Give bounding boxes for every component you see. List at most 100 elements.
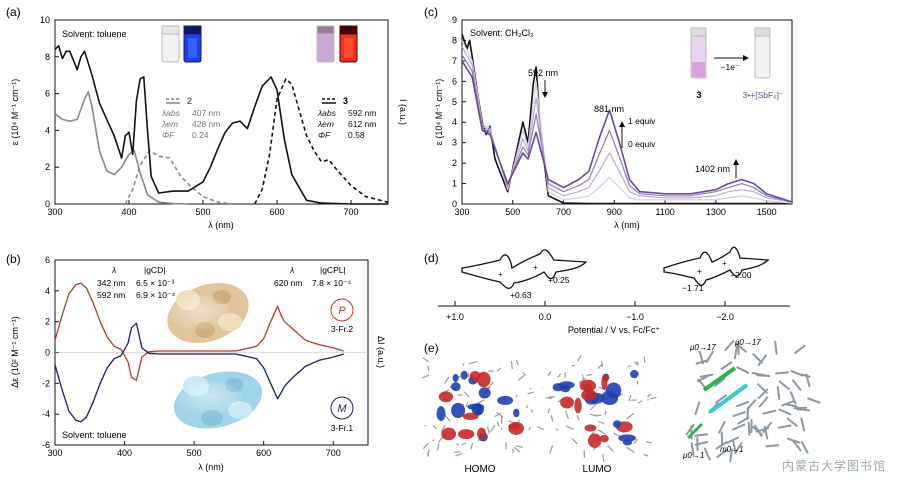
orbital-bond (496, 421, 500, 427)
compound-3-legend: 3 (322, 96, 348, 106)
panel-a-series-gray-solid (54, 91, 189, 205)
orbital-bond (586, 373, 593, 376)
orbital-bond (550, 415, 554, 422)
gcpl-row1-lambda: 620 nm (274, 278, 302, 288)
panel-d-label: (d) (424, 251, 439, 265)
orbital-lobe (467, 403, 485, 410)
compound-prop-value: 407 nm (192, 108, 220, 118)
tdm-bond (762, 409, 777, 415)
tdm-bond (775, 371, 790, 375)
panel-a-solvent: Solvent: toluene (62, 29, 127, 39)
orbital-bond (515, 394, 518, 398)
orbital-bond (633, 438, 639, 444)
orbital-lobe (476, 371, 491, 388)
orbital-bond (496, 367, 502, 372)
gcd-row2-lambda: 592 nm (97, 290, 125, 300)
tdm-bond (776, 386, 781, 400)
panel-b-xtick-label: 300 (47, 448, 62, 458)
orbital-bond (576, 415, 580, 421)
panel-c-ytick-label: 2 (452, 158, 457, 168)
orbital-bond (515, 359, 520, 366)
gcpl-header-lambda: λ (289, 265, 294, 275)
panel-a-ytick-label: 0 (45, 199, 50, 209)
tdm-bond (703, 447, 711, 461)
orbital-lobe (560, 396, 574, 409)
orbital-bond (513, 446, 521, 453)
orbital-bond (634, 361, 638, 365)
orbital-lobe (601, 374, 608, 390)
panel-c-xtick-label: 1500 (757, 207, 777, 217)
orbital-lobe (599, 434, 609, 443)
panel-a-series (54, 45, 389, 205)
orbital-bond (422, 442, 429, 450)
orbital-bond (604, 410, 607, 416)
orbital-lobe (630, 370, 639, 379)
orbital-lobe (451, 382, 461, 392)
panel-b-ytick-label: -2 (42, 378, 50, 388)
orbital-lobe (612, 420, 622, 428)
tdm-bond (726, 436, 739, 444)
tdm-bond (805, 373, 811, 388)
panel-b-xtick-label: 700 (326, 448, 341, 458)
orbital-lobe (588, 433, 602, 448)
orbital-bond (597, 429, 607, 435)
cv-axis-tick-label: 0.0 (539, 312, 552, 322)
panel-a-ytick-label: 4 (45, 125, 50, 135)
orbital-lobe (460, 370, 468, 380)
panel-c-xtick-label: 700 (556, 207, 571, 217)
compound-3-data: λabs 592 nm λem 612 nm ΦF 0.58 (317, 108, 376, 140)
panel-c-ticks: 300 500 700 900 1100 1300 1500 0 1 2 3 4 5 6 7 8 9 (452, 15, 777, 217)
panel-c-series-lilac (461, 46, 793, 203)
mu-label-1: μ0→17 (689, 343, 716, 352)
tdm-bond (690, 442, 695, 457)
orbital-bond (528, 426, 531, 431)
orbital-bond (628, 394, 632, 402)
orbital-bond (549, 445, 554, 454)
compound-prop-name: λem (317, 119, 334, 129)
panel-c-xtick-label: 500 (505, 207, 520, 217)
vials-compound-2 (161, 25, 202, 63)
tdm-bond (794, 344, 806, 355)
panel-c-xtick-label: 1300 (706, 207, 726, 217)
tdm-bond (789, 391, 797, 405)
panel-c-annotations: 592 nm 881 nm 1 equiv 0 equiv 1402 nm (528, 68, 739, 178)
tdm-bond (800, 417, 806, 432)
gcd-row2-g: 6.9 × 10⁻⁴ (136, 290, 175, 300)
compound-2-label: 2 (187, 96, 192, 106)
orbital-lobe (618, 434, 636, 442)
tdm-bond (807, 397, 821, 404)
library-watermark: 内蒙古大学图书馆 (781, 459, 886, 473)
compound-2-legend: 2 (166, 96, 192, 106)
tdm-bond (756, 374, 771, 377)
panel-b-ticks: 300 400 500 600 700 -6 -4 -2 0 2 4 6 (42, 255, 368, 458)
tdm-arrow-green (702, 366, 737, 392)
tdm-bond (792, 439, 802, 452)
orbital-bond (626, 446, 635, 453)
orbital-bond (627, 365, 632, 368)
tdm-bond (792, 379, 802, 391)
orbital-bond (590, 402, 598, 411)
compound-prop-name: λabs (161, 108, 181, 118)
compound-prop-value: 0.24 (192, 130, 209, 140)
orbital-bond (547, 371, 552, 376)
panel-b-series-red (54, 282, 344, 381)
panel-a-ytick-label: 10 (40, 15, 50, 25)
orbital-bond (477, 399, 485, 405)
orbital-bond (643, 454, 649, 457)
panel-c-ytick-label: 3 (452, 138, 457, 148)
homo-label: HOMO (464, 464, 495, 475)
cv-reduction-trace: + + (663, 246, 770, 286)
panel-a-ylabel-right: I (a.u.) (398, 99, 408, 125)
cv-plus-3: + (697, 267, 702, 276)
lumo-label: LUMO (583, 464, 612, 475)
orbital-bond (422, 357, 429, 363)
orbital-bond (487, 426, 490, 435)
orbital-lobe (458, 429, 475, 440)
orbital-bond (607, 444, 614, 452)
orbital-bond (626, 412, 635, 420)
panel-a-series-gray-dashed (124, 149, 233, 205)
tdm-bond (729, 448, 733, 463)
tdm-bond (732, 439, 737, 454)
panel-b-xlabel: λ (nm) (198, 462, 224, 472)
panel-b-ylabel: Δε (10² M⁻¹ cm⁻¹) (10, 316, 20, 388)
